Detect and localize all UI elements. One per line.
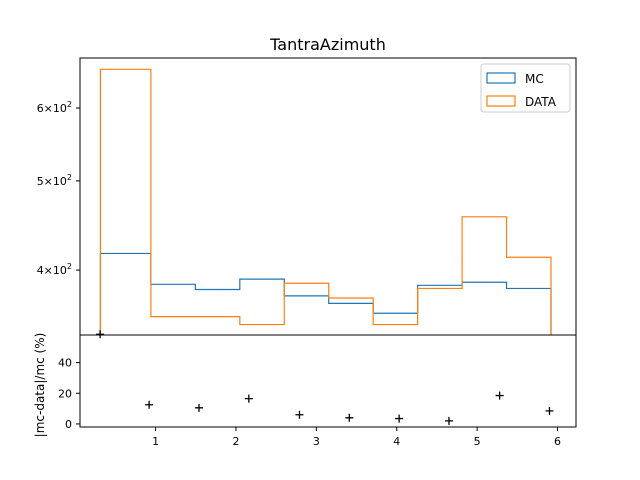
y-tick-label: 5×102 — [37, 173, 72, 188]
legend-swatch-mc — [486, 72, 516, 84]
x-tick-label: 6 — [554, 435, 561, 448]
data-point — [194, 403, 203, 412]
legend-swatch-data — [486, 95, 516, 107]
y-axis-label: |mc-data|/mc (%) — [33, 333, 47, 438]
ratio-plot-frame — [79, 334, 577, 428]
ratio-plot: 0 20 40 1 2 3 4 5 6 |mc-data|/mc (%) — [33, 330, 577, 448]
data-point — [444, 416, 453, 425]
series-line-data — [99, 68, 552, 335]
y-tick-label: 4×102 — [37, 262, 72, 277]
data-point — [345, 413, 354, 422]
y-tick-label: 0 — [65, 418, 72, 431]
series-line-mc — [99, 252, 552, 335]
legend: MC DATA — [480, 63, 571, 113]
data-point — [145, 400, 154, 409]
x-tick-label: 3 — [313, 435, 320, 448]
data-point — [96, 330, 105, 339]
y-tick-label: 20 — [58, 387, 72, 400]
legend-frame — [480, 63, 571, 113]
x-tick-label: 4 — [393, 435, 400, 448]
data-point — [545, 406, 554, 415]
x-tick-label: 5 — [474, 435, 481, 448]
data-point — [495, 391, 504, 400]
data-point — [244, 394, 253, 403]
legend-label-mc: MC — [525, 72, 544, 86]
data-point — [395, 414, 404, 423]
x-tick-label: 2 — [232, 435, 239, 448]
data-point — [295, 410, 304, 419]
y-tick-label: 6×102 — [37, 100, 72, 115]
chart-title: TantraAzimuth — [269, 35, 386, 54]
x-tick-label: 1 — [152, 435, 159, 448]
legend-label-data: DATA — [525, 95, 557, 109]
y-tick-label: 40 — [58, 357, 72, 370]
